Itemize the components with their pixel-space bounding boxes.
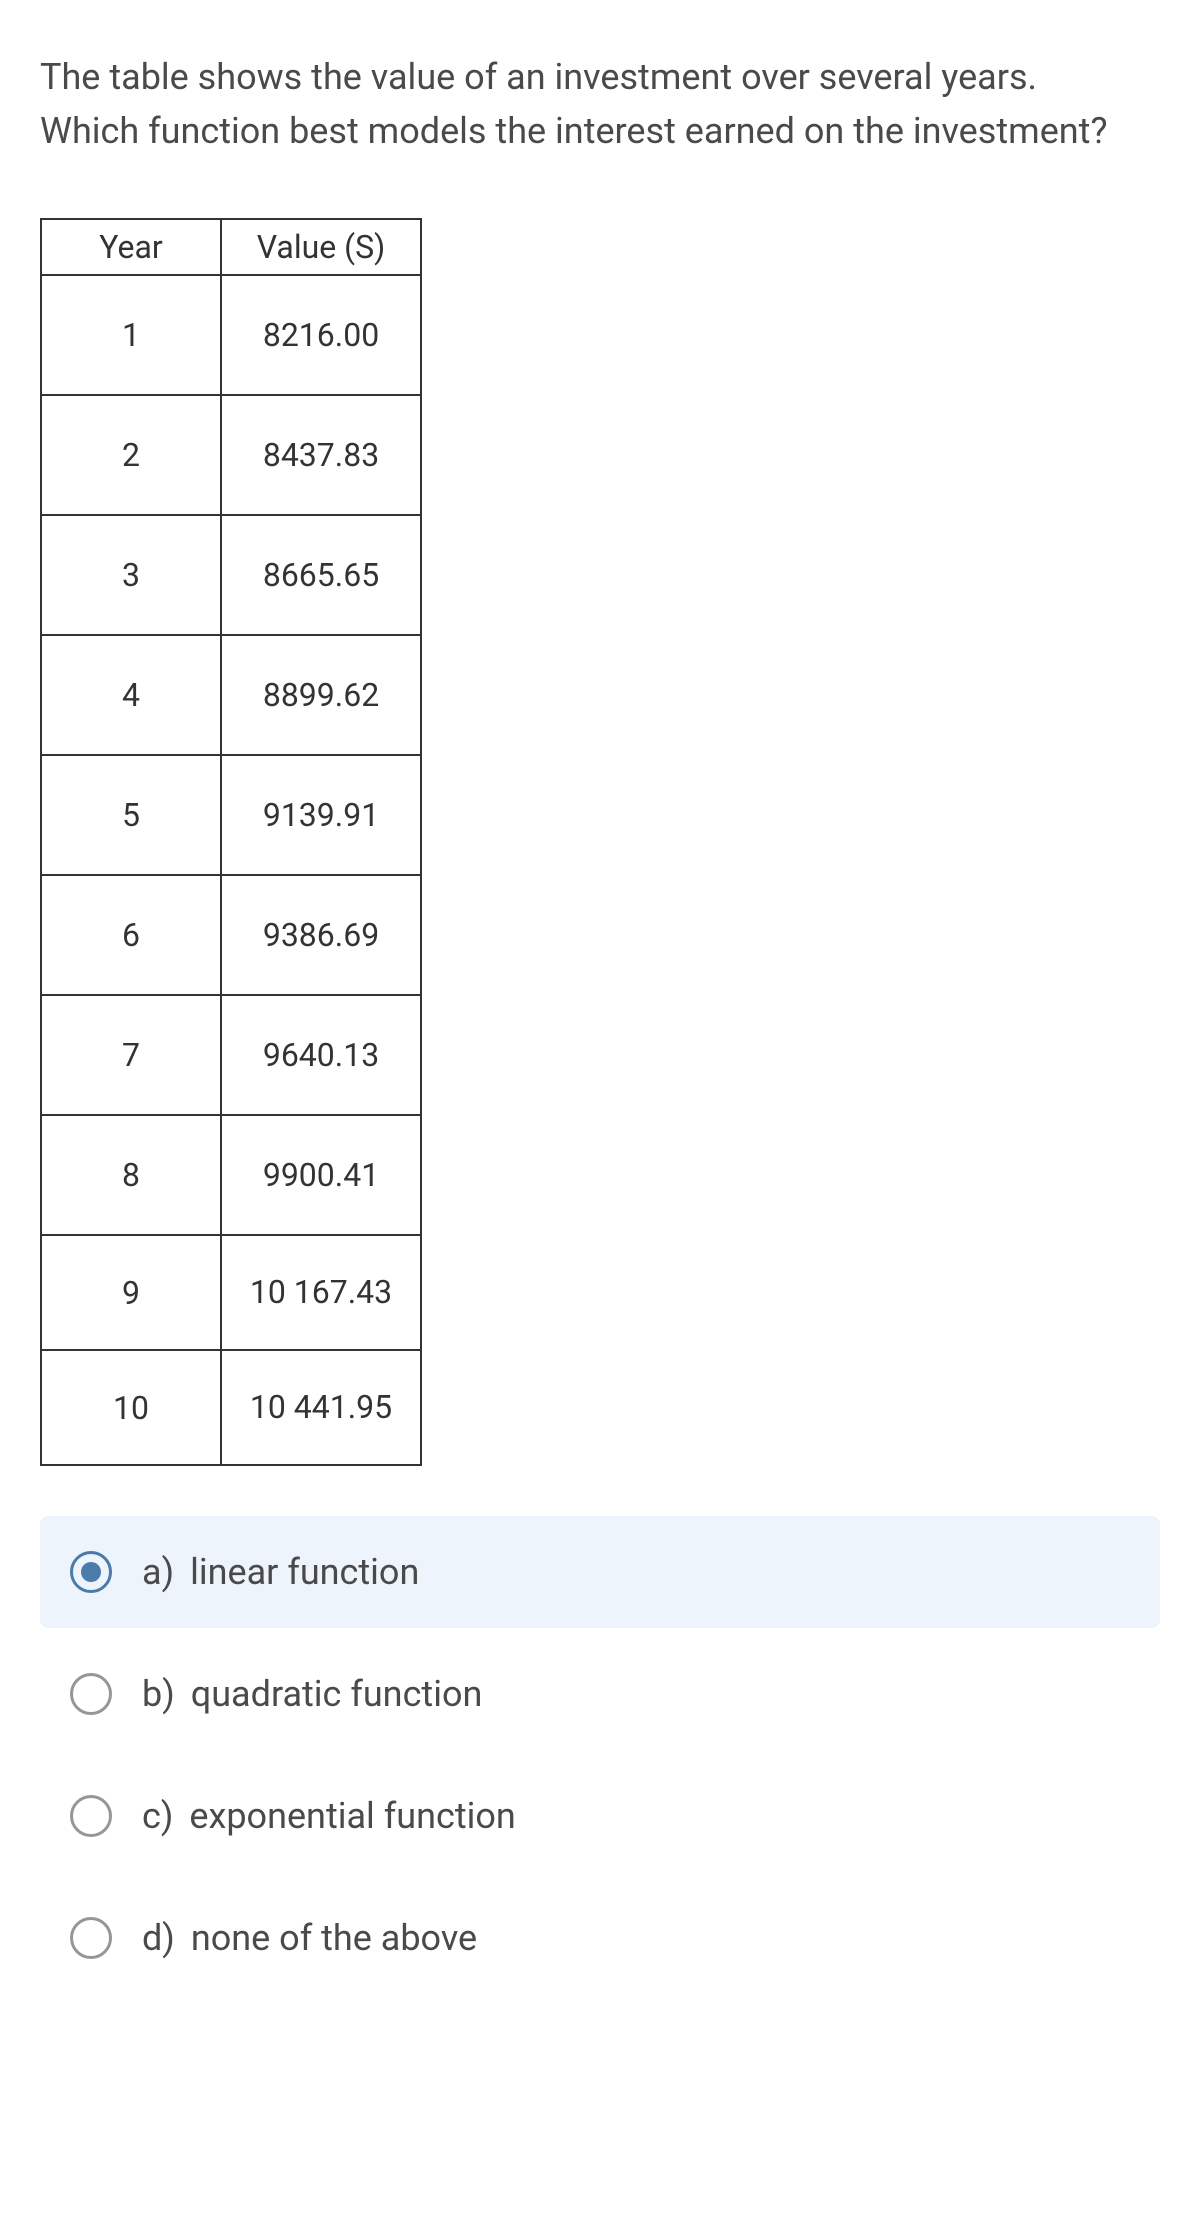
option-text: quadratic function [191,1673,483,1715]
table-row: 28437.83 [41,395,421,515]
radio-button[interactable] [70,1673,112,1715]
year-cell: 2 [41,395,221,515]
year-cell: 8 [41,1115,221,1235]
value-cell: 9640.13 [221,995,421,1115]
value-cell: 10 167.43 [221,1235,421,1350]
value-cell: 9900.41 [221,1115,421,1235]
radio-button[interactable] [70,1551,112,1593]
table-header-value: Value (S) [221,219,421,275]
year-cell: 9 [41,1235,221,1350]
year-cell: 10 [41,1350,221,1465]
year-cell: 5 [41,755,221,875]
table-row: 48899.62 [41,635,421,755]
value-cell: 8216.00 [221,275,421,395]
year-cell: 6 [41,875,221,995]
table-header-year: Year [41,219,221,275]
option-label: b) quadratic function [142,1673,482,1715]
value-cell: 8665.65 [221,515,421,635]
option-b[interactable]: b) quadratic function [40,1638,1160,1750]
option-text: exponential function [189,1795,515,1837]
data-table: Year Value (S) 18216.0028437.8338665.654… [40,218,422,1466]
year-cell: 3 [41,515,221,635]
option-a[interactable]: a) linear function [40,1516,1160,1628]
value-cell: 8899.62 [221,635,421,755]
table-row: 59139.91 [41,755,421,875]
radio-inner [81,1562,101,1582]
table-row: 38665.65 [41,515,421,635]
year-cell: 1 [41,275,221,395]
options-container: a) linear function b) quadratic function c) e… [40,1516,1160,1994]
value-cell: 8437.83 [221,395,421,515]
value-cell: 10 441.95 [221,1350,421,1465]
year-cell: 7 [41,995,221,1115]
option-text: linear function [190,1551,419,1593]
option-letter: a) [142,1551,174,1593]
option-d[interactable]: d) none of the above [40,1882,1160,1994]
option-letter: c) [142,1795,173,1837]
option-letter: d) [142,1917,175,1959]
option-text: none of the above [191,1917,477,1959]
radio-button[interactable] [70,1917,112,1959]
radio-button[interactable] [70,1795,112,1837]
table-row: 89900.41 [41,1115,421,1235]
table-row: 1010 441.95 [41,1350,421,1465]
question-text: The table shows the value of an investme… [40,50,1140,158]
table-row: 69386.69 [41,875,421,995]
table-row: 18216.00 [41,275,421,395]
value-cell: 9139.91 [221,755,421,875]
table-row: 910 167.43 [41,1235,421,1350]
option-label: c) exponential function [142,1795,516,1837]
table-row: 79640.13 [41,995,421,1115]
value-cell: 9386.69 [221,875,421,995]
option-letter: b) [142,1673,175,1715]
option-label: d) none of the above [142,1917,477,1959]
option-c[interactable]: c) exponential function [40,1760,1160,1872]
option-label: a) linear function [142,1551,419,1593]
year-cell: 4 [41,635,221,755]
